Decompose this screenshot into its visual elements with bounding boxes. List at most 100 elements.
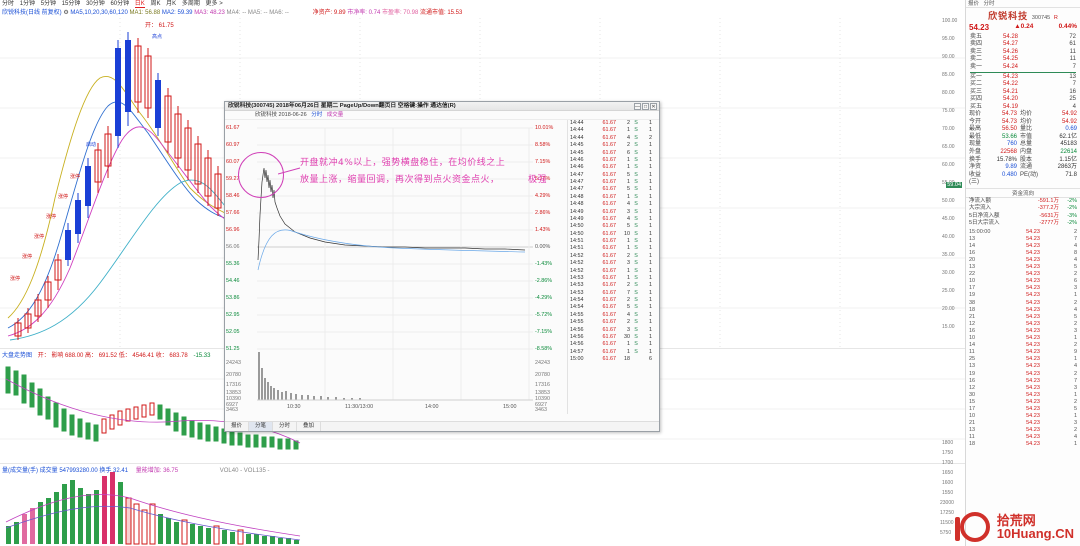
popup-tick-row[interactable]: 14:56 61.67 3 S 1	[568, 327, 659, 334]
popup-tick-row[interactable]: 14:47 61.67 5 S 1	[568, 172, 659, 179]
tick-row[interactable]: 13 54.23 5	[966, 264, 1080, 271]
order-book-row[interactable]: 卖四 54.27 61	[966, 41, 1080, 48]
tick-row[interactable]: 10 54.23 6	[966, 278, 1080, 285]
popup-tick-row[interactable]: 14:52 61.67 2 S 1	[568, 253, 659, 260]
tick-row[interactable]: 25 54.23 1	[966, 356, 1080, 363]
popup-tick-list[interactable]: 14:44 61.67 2 S 1 14:44 61.67 1 S 1 14:44 61.67 4 S 2 1…	[567, 120, 659, 414]
popup-tick-row[interactable]: 14:45 61.67 6 S 1	[568, 150, 659, 157]
tick-row[interactable]: 19 54.23 1	[966, 292, 1080, 299]
tick-row[interactable]: 12 54.23 3	[966, 385, 1080, 392]
tick-row[interactable]: 11 54.23 4	[966, 434, 1080, 441]
order-book[interactable]: 卖五 54.28 72 卖四 54.27 61 卖三 54.26 11 卖二 54.25 11 卖一 54…	[966, 34, 1080, 111]
tick-row[interactable]: 11 54.23 9	[966, 349, 1080, 356]
tick-row[interactable]: 15 54.23 2	[966, 399, 1080, 406]
popup-sub-link-volume[interactable]: 成交量	[326, 112, 344, 118]
toolbar-item-monthly[interactable]: 月K	[166, 1, 177, 7]
tick-row[interactable]: 18 54.23 4	[966, 307, 1080, 314]
tick-row[interactable]: 13 54.23 7	[966, 236, 1080, 243]
popup-tick-row[interactable]: 14:49 61.67 3 S 1	[568, 209, 659, 216]
tick-row[interactable]: 21 54.23 5	[966, 314, 1080, 321]
minimize-icon[interactable]: —	[634, 103, 641, 110]
popup-tick-row[interactable]: 14:55 61.67 4 S 1	[568, 312, 659, 319]
tick-row[interactable]: 14 54.23 2	[966, 342, 1080, 349]
popup-tab-overlay[interactable]: 叠加	[297, 422, 322, 431]
quote-tab-quote[interactable]: 报价	[968, 1, 980, 7]
tick-row[interactable]: 10 54.23 1	[966, 335, 1080, 342]
toolbar-item-15min[interactable]: 15分钟	[61, 1, 81, 7]
tick-row[interactable]: 17 54.23 5	[966, 406, 1080, 413]
tick-row[interactable]: 16 54.23 8	[966, 250, 1080, 257]
popup-tab-quote[interactable]: 报价	[225, 422, 250, 431]
tick-row[interactable]: 10 54.23 1	[966, 413, 1080, 420]
order-book-row[interactable]: 卖二 54.25 11	[966, 56, 1080, 63]
popup-tick-row[interactable]: 14:53 61.67 2 S 1	[568, 282, 659, 289]
tick-row[interactable]: 19 54.23 2	[966, 371, 1080, 378]
popup-footer-tabs[interactable]: 报价 分笔 分时 叠加	[225, 421, 659, 431]
tick-row[interactable]: 30 54.23 1	[966, 392, 1080, 399]
popup-tick-row[interactable]: 14:54 61.67 5 S 1	[568, 304, 659, 311]
settings-icon[interactable]: ⚙	[63, 10, 69, 16]
tick-row[interactable]: 17 54.23 3	[966, 285, 1080, 292]
tick-row[interactable]: 18 54.23 1	[966, 441, 1080, 448]
popup-tick-row[interactable]: 14:44 61.67 2 S 1	[568, 120, 659, 127]
order-book-row[interactable]: 卖三 54.26 11	[966, 49, 1080, 56]
toolbar-item-weekly[interactable]: 周K	[150, 1, 161, 7]
quote-tick-list[interactable]: 15:00:00 54.23 2 13 54.23 7 14 54.23 4 16 54.23 8 20…	[966, 229, 1080, 449]
toolbar-item-1min[interactable]: 1分钟	[19, 1, 36, 7]
popup-tick-row[interactable]: 14:52 61.67 3 S 1	[568, 260, 659, 267]
toolbar-item-30min[interactable]: 30分钟	[86, 1, 105, 7]
popup-tab-ticks[interactable]: 分笔	[249, 422, 274, 431]
popup-tab-minute[interactable]: 分时	[273, 422, 298, 431]
popup-tick-row[interactable]: 14:53 61.67 1 S 1	[568, 275, 659, 282]
close-icon[interactable]: ✕	[650, 103, 657, 110]
window-controls[interactable]: — □ ✕	[634, 103, 657, 110]
quote-tab-minute[interactable]: 分时	[983, 1, 995, 7]
popup-tick-row[interactable]: 14:56 61.67 30 S 1	[568, 334, 659, 341]
popup-tick-row[interactable]: 14:51 61.67 1 S 1	[568, 238, 659, 245]
volume-panel[interactable]: 量(成交量(手) 成交量 547993280.00 换手 32.41 量能增加:…	[0, 463, 965, 546]
popup-tick-row[interactable]: 14:50 61.67 5 S 1	[568, 223, 659, 230]
order-book-row[interactable]: 买一 54.23 13	[966, 74, 1080, 81]
popup-tick-row[interactable]: 14:47 61.67 1 S 1	[568, 179, 659, 186]
popup-tick-row[interactable]: 14:44 61.67 4 S 2	[568, 135, 659, 142]
order-book-row[interactable]: 买五 54.19 4	[966, 104, 1080, 111]
popup-tick-row[interactable]: 14:46 61.67 1 S 1	[568, 164, 659, 171]
order-book-row[interactable]: 买四 54.20 25	[966, 96, 1080, 103]
popup-tick-row[interactable]: 14:55 61.67 2 S 1	[568, 319, 659, 326]
toolbar-item-60min[interactable]: 60分钟	[110, 1, 130, 7]
popup-tick-row[interactable]: 14:50 61.67 10 S 1	[568, 231, 659, 238]
order-book-row[interactable]: 买三 54.21 16	[966, 89, 1080, 96]
popup-sub-link-fenshi[interactable]: 分时	[311, 112, 323, 118]
popup-tick-row[interactable]: 14:46 61.67 1 S 1	[568, 157, 659, 164]
period-toolbar[interactable]: 分时 1分钟 5分钟 15分钟 30分钟 60分钟 日K 周K 月K 多周期 更…	[0, 0, 1080, 9]
popup-tick-row[interactable]: 14:49 61.67 4 S 1	[568, 216, 659, 223]
quote-tabs[interactable]: 报价 分时	[966, 0, 1080, 8]
popup-tick-row[interactable]: 14:48 61.67 1 S 1	[568, 194, 659, 201]
popup-tick-row[interactable]: 14:45 61.67 2 S 1	[568, 142, 659, 149]
tick-row[interactable]: 22 54.23 2	[966, 271, 1080, 278]
popup-tick-row[interactable]: 14:47 61.67 5 S 1	[568, 186, 659, 193]
tick-row[interactable]: 13 54.23 2	[966, 427, 1080, 434]
toolbar-item-daily[interactable]: 日K	[134, 1, 145, 8]
popup-tick-row[interactable]: 14:52 61.67 1 S 1	[568, 268, 659, 275]
toolbar-item-more[interactable]: 更多 >	[205, 1, 223, 7]
tick-row[interactable]: 16 54.23 7	[966, 378, 1080, 385]
tick-row[interactable]: 15:00:00 54.23 2	[966, 229, 1080, 236]
popup-tick-row[interactable]: 14:54 61.67 2 S 1	[568, 297, 659, 304]
toolbar-item-fenshi[interactable]: 分时	[2, 1, 15, 7]
tick-row[interactable]: 38 54.23 2	[966, 300, 1080, 307]
order-book-row[interactable]: 买二 54.22 7	[966, 81, 1080, 88]
popup-tick-row[interactable]: 14:53 61.67 7 S 1	[568, 290, 659, 297]
maximize-icon[interactable]: □	[642, 103, 649, 110]
popup-tick-row[interactable]: 14:44 61.67 1 S 1	[568, 127, 659, 134]
tick-row[interactable]: 13 54.23 4	[966, 363, 1080, 370]
popup-tick-row[interactable]: 14:51 61.67 1 S 1	[568, 245, 659, 252]
quote-sidebar[interactable]: 报价 分时 欣锐科技 300745 R 54.23 ▲0.24 0.44% 卖五…	[965, 0, 1080, 546]
order-book-row[interactable]: 卖五 54.28 72	[966, 34, 1080, 41]
toolbar-item-5min[interactable]: 5分钟	[40, 1, 57, 7]
tick-row[interactable]: 20 54.23 4	[966, 257, 1080, 264]
order-book-row[interactable]: 卖一 54.24 7	[966, 64, 1080, 71]
popup-tick-row[interactable]: 14:57 61.67 1 S 1	[568, 349, 659, 356]
tick-row[interactable]: 12 54.23 2	[966, 321, 1080, 328]
minute-chart-popup[interactable]: 欣锐科技(300745) 2018年06月26日 星期二 PageUp/Down…	[224, 101, 660, 432]
